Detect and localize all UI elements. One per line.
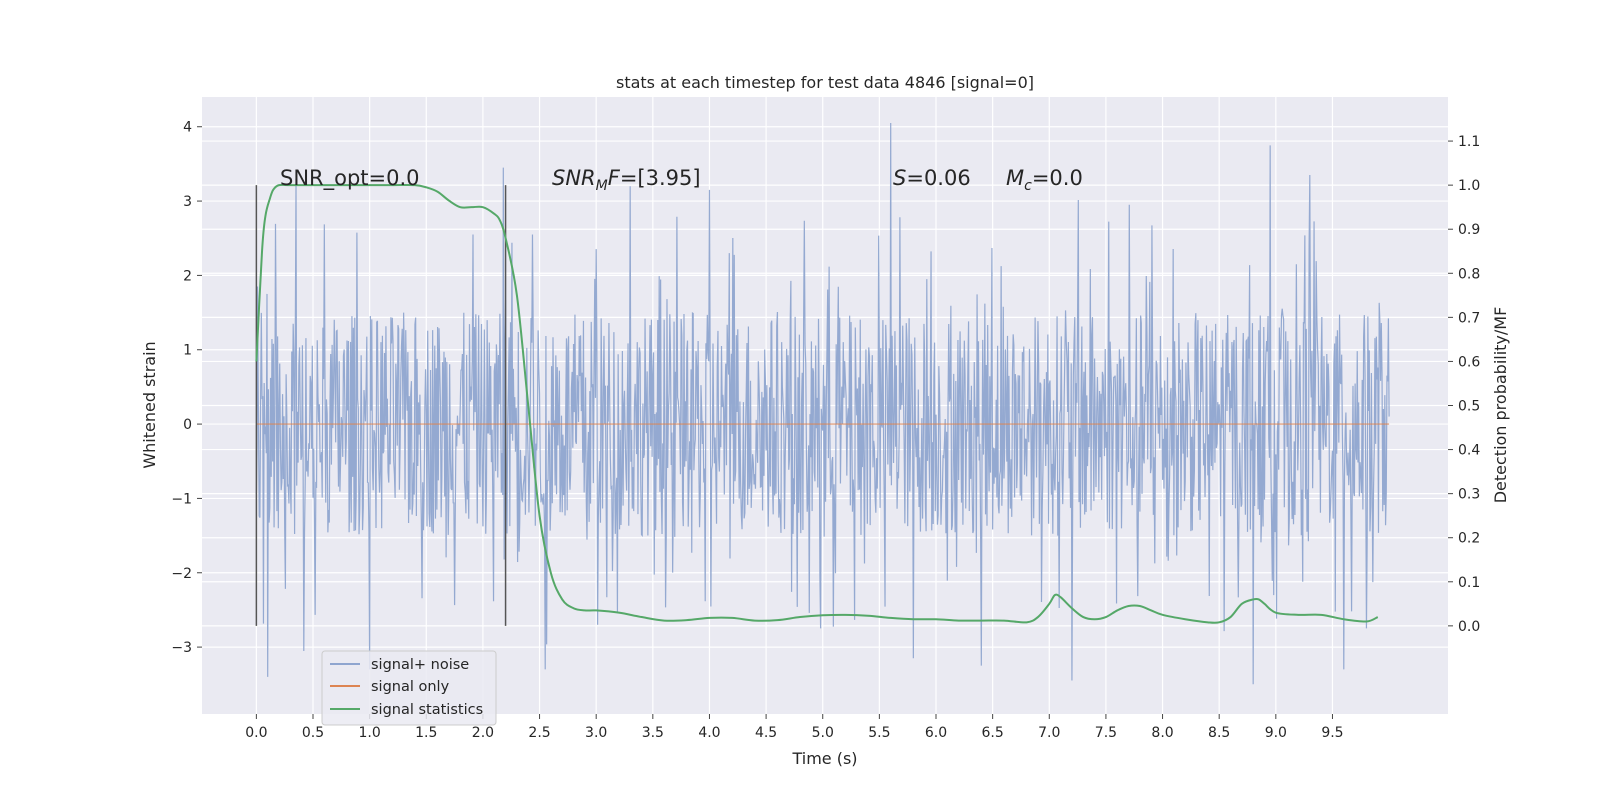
x-tick-label: 6.0 — [925, 725, 947, 741]
x-tick-label: 3.5 — [642, 725, 664, 741]
y-axis-left-ticks: 4 3 2 1 0 −1 −2 −3 — [171, 120, 202, 656]
x-tick-label: 4.0 — [698, 725, 720, 741]
y-right-tick-label: 0.4 — [1458, 443, 1480, 459]
x-axis-ticks: 0.0 0.5 1.0 1.5 2.0 2.5 3.0 3.5 4.0 4.5 5.0 5.5 6.0 6… — [245, 714, 1344, 741]
x-tick-label: 2.5 — [528, 725, 550, 741]
legend-label-signal-statistics: signal statistics — [371, 702, 483, 718]
y-right-tick-label: 0.1 — [1458, 575, 1480, 591]
y-left-tick-label: 3 — [183, 194, 192, 210]
y-right-tick-label: 1.1 — [1458, 134, 1480, 150]
x-tick-label: 7.0 — [1038, 725, 1060, 741]
x-tick-label: 1.5 — [415, 725, 437, 741]
x-tick-label: 7.5 — [1095, 725, 1117, 741]
y-right-tick-label: 0.2 — [1458, 531, 1480, 547]
snr-mf-value: =[3.95] — [620, 166, 701, 190]
y-axis-right-ticks: 1.1 1.0 0.9 0.8 0.7 0.6 0.5 0.4 0.3 0.2 0.1 0.0 — [1448, 134, 1480, 635]
x-axis-title: Time (s) — [791, 749, 857, 768]
x-tick-label: 3.0 — [585, 725, 607, 741]
x-tick-label: 9.0 — [1265, 725, 1287, 741]
y-left-tick-label: 4 — [183, 120, 192, 136]
x-tick-label: 8.0 — [1151, 725, 1173, 741]
y-right-tick-label: 0.6 — [1458, 354, 1480, 370]
annotation-mc: Mc=0.0 — [1006, 166, 1083, 194]
vertical-markers — [255, 185, 507, 626]
y-right-tick-label: 0.9 — [1458, 222, 1480, 238]
series-signal-statistics — [255, 183, 1379, 624]
y-right-tick-label: 0.5 — [1458, 399, 1480, 415]
y-left-tick-label: −2 — [171, 566, 192, 582]
annotation-s: S=0.06 — [893, 166, 971, 190]
y-right-tick-label: 0.3 — [1458, 487, 1480, 503]
x-tick-label: 2.0 — [472, 725, 494, 741]
snr-mf-suffix: F — [608, 166, 621, 190]
x-tick-label: 5.5 — [868, 725, 890, 741]
legend-label-signal-noise: signal+ noise — [371, 657, 469, 673]
y-axis-left-title: Whitened strain — [140, 341, 159, 468]
annotation-snr-mf: SNRMF=[3.95] — [552, 166, 701, 194]
snr-mf-sub: M — [596, 178, 608, 194]
x-tick-label: 0.0 — [245, 725, 267, 741]
y-left-tick-label: −1 — [171, 491, 192, 507]
y-right-tick-label: 1.0 — [1458, 178, 1480, 194]
mc-symbol: M — [1006, 166, 1024, 190]
x-tick-label: 5.0 — [812, 725, 834, 741]
y-right-tick-label: 0.7 — [1458, 310, 1480, 326]
s-symbol: S — [893, 166, 906, 190]
y-left-tick-label: 1 — [183, 343, 192, 359]
y-left-tick-label: 0 — [183, 417, 192, 433]
y-right-tick-label: 0.8 — [1458, 266, 1480, 282]
legend: signal+ noise signal only signal statist… — [321, 650, 497, 726]
x-tick-label: 9.5 — [1321, 725, 1343, 741]
x-tick-label: 6.5 — [982, 725, 1004, 741]
mc-sub: c — [1024, 178, 1032, 194]
mc-value: =0.0 — [1032, 166, 1083, 190]
x-tick-label: 0.5 — [302, 725, 324, 741]
legend-label-signal-only: signal only — [371, 679, 450, 695]
snr-mf-prefix: SNR — [552, 166, 596, 190]
y-right-tick-label: 0.0 — [1458, 619, 1480, 635]
x-tick-label: 1.0 — [359, 725, 381, 741]
x-tick-label: 8.5 — [1208, 725, 1230, 741]
y-left-tick-label: 2 — [183, 268, 192, 284]
chart-title: stats at each timestep for test data 484… — [616, 73, 1034, 92]
line-signal-noise — [255, 123, 1390, 685]
y-left-tick-label: −3 — [171, 640, 192, 656]
annotation-snr-opt: SNR_opt=0.0 — [280, 166, 420, 191]
legend-box — [321, 650, 497, 726]
line-signal-statistics — [255, 183, 1379, 624]
x-tick-label: 4.5 — [755, 725, 777, 741]
s-value: =0.06 — [906, 166, 970, 190]
y-axis-right-title: Detection probability/MF — [1491, 307, 1510, 504]
series-signal-noise — [255, 123, 1390, 685]
